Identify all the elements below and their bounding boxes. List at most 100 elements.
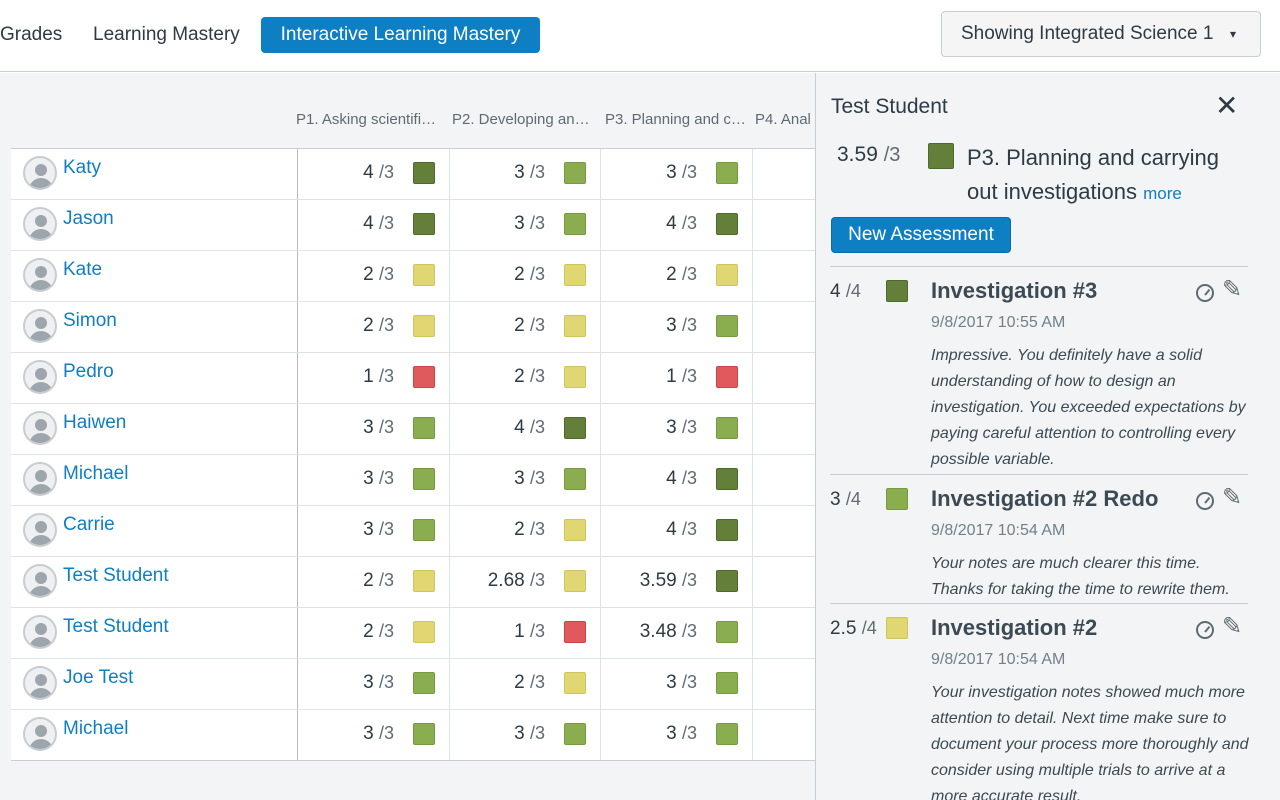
tab-grades[interactable]: Grades — [0, 24, 63, 45]
avatar[interactable] — [23, 258, 57, 292]
assessment-item: 4 /4 Investigation #3 ✎ 9/8/2017 10:55 AM Im… — [830, 266, 1248, 474]
score-cell[interactable]: 3 /3 — [449, 710, 601, 760]
course-select[interactable]: Showing Integrated Science 1 ▾ — [941, 11, 1261, 57]
score-value: 3 /3 — [666, 315, 697, 336]
score-cell[interactable]: 1 /3 — [601, 353, 753, 403]
score-cell[interactable]: 3 /3 — [298, 455, 450, 505]
score-cell[interactable]: 3 /3 — [449, 149, 601, 199]
assessment-date: 9/8/2017 10:54 AM — [931, 651, 1066, 668]
score-cell[interactable]: 3 /3 — [601, 659, 753, 709]
score-cell[interactable] — [753, 608, 815, 658]
score-cell[interactable] — [753, 302, 815, 352]
avatar[interactable] — [23, 207, 57, 241]
score-cell[interactable]: 2 /3 — [298, 608, 450, 658]
student-name-link[interactable]: Jason — [63, 208, 114, 229]
avatar[interactable] — [23, 309, 57, 343]
score-cell[interactable]: 2 /3 — [449, 251, 601, 301]
score-cell[interactable]: 2.68 /3 — [449, 557, 601, 607]
score-cell[interactable]: 2 /3 — [449, 506, 601, 556]
score-cell[interactable]: 3.48 /3 — [601, 608, 753, 658]
score-cell[interactable]: 2 /3 — [449, 659, 601, 709]
student-name-link[interactable]: Carrie — [63, 514, 115, 535]
score-cell[interactable] — [753, 506, 815, 556]
score-cell[interactable]: 3 /3 — [449, 200, 601, 250]
score-cell[interactable]: 4 /3 — [449, 404, 601, 454]
assessment-title: Investigation #3 — [931, 278, 1098, 303]
score-value: 3 /3 — [514, 468, 545, 489]
table-row: Haiwen 3 /3 4 /3 3 /3 — [11, 404, 815, 455]
score-cell[interactable]: 3 /3 — [601, 149, 753, 199]
column-header-p4[interactable]: P4. Anal — [755, 111, 811, 128]
avatar[interactable] — [23, 360, 57, 394]
score-cell[interactable]: 3.59 /3 — [601, 557, 753, 607]
new-assessment-button[interactable]: New Assessment — [831, 217, 1011, 253]
column-header-p1[interactable]: P1. Asking scientifi… — [296, 111, 437, 128]
avatar[interactable] — [23, 615, 57, 649]
avatar[interactable] — [23, 717, 57, 751]
student-name-link[interactable]: Haiwen — [63, 412, 127, 433]
score-cell[interactable]: 4 /3 — [601, 455, 753, 505]
score-cell[interactable]: 3 /3 — [298, 506, 450, 556]
table-row: Kate 2 /3 2 /3 2 /3 — [11, 251, 815, 302]
student-name-link[interactable]: Simon — [63, 310, 117, 331]
score-cell[interactable] — [753, 557, 815, 607]
tab-learning-mastery[interactable]: Learning Mastery — [93, 24, 240, 45]
score-value: 2 /3 — [363, 621, 394, 642]
column-header-p3[interactable]: P3. Planning and c… — [605, 111, 746, 128]
more-link[interactable]: more — [1143, 184, 1182, 203]
avatar[interactable] — [23, 513, 57, 547]
mastery-gradebook: P1. Asking scientifi… P2. Developing an…… — [0, 73, 815, 800]
avatar[interactable] — [23, 156, 57, 190]
score-cell[interactable]: 1 /3 — [298, 353, 450, 403]
student-name-link[interactable]: Michael — [63, 463, 129, 484]
score-cell[interactable]: 2 /3 — [449, 302, 601, 352]
avatar[interactable] — [23, 411, 57, 445]
mastery-indicator — [413, 417, 435, 439]
pencil-icon[interactable]: ✎ — [1222, 613, 1243, 640]
score-cell[interactable]: 4 /3 — [298, 200, 450, 250]
column-header-p2[interactable]: P2. Developing an… — [452, 111, 590, 128]
score-cell[interactable]: 3 /3 — [601, 302, 753, 352]
score-cell[interactable]: 2 /3 — [298, 557, 450, 607]
score-cell[interactable]: 4 /3 — [601, 506, 753, 556]
dial-icon[interactable] — [1196, 621, 1214, 639]
score-cell[interactable] — [753, 251, 815, 301]
score-cell[interactable]: 2 /3 — [298, 251, 450, 301]
student-name-link[interactable]: Joe Test — [63, 667, 134, 688]
student-name-link[interactable]: Test Student — [63, 565, 169, 586]
score-cell[interactable]: 2 /3 — [298, 302, 450, 352]
score-cell[interactable]: 1 /3 — [449, 608, 601, 658]
avatar[interactable] — [23, 564, 57, 598]
score-cell[interactable]: 3 /3 — [601, 710, 753, 760]
tab-interactive-learning-mastery[interactable]: Interactive Learning Mastery — [261, 17, 540, 53]
score-cell[interactable]: 2 /3 — [449, 353, 601, 403]
student-name-link[interactable]: Test Student — [63, 616, 169, 637]
score-cell[interactable] — [753, 353, 815, 403]
score-cell[interactable]: 3 /3 — [449, 455, 601, 505]
score-cell[interactable] — [753, 659, 815, 709]
avatar[interactable] — [23, 666, 57, 700]
score-cell[interactable] — [753, 200, 815, 250]
score-cell[interactable] — [753, 404, 815, 454]
score-cell[interactable]: 3 /3 — [298, 404, 450, 454]
score-cell[interactable]: 4 /3 — [298, 149, 450, 199]
avatar[interactable] — [23, 462, 57, 496]
score-cell[interactable]: 3 /3 — [298, 710, 450, 760]
score-cell[interactable]: 3 /3 — [601, 404, 753, 454]
student-name-link[interactable]: Michael — [63, 718, 129, 739]
assessment-mastery-indicator — [886, 488, 908, 510]
student-name-link[interactable]: Pedro — [63, 361, 114, 382]
close-icon[interactable]: ✕ — [1215, 90, 1239, 121]
dial-icon[interactable] — [1196, 492, 1214, 510]
pencil-icon[interactable]: ✎ — [1222, 276, 1243, 303]
dial-icon[interactable] — [1196, 284, 1214, 302]
score-cell[interactable]: 4 /3 — [601, 200, 753, 250]
student-name-link[interactable]: Katy — [63, 157, 102, 178]
score-cell[interactable]: 2 /3 — [601, 251, 753, 301]
score-cell[interactable] — [753, 710, 815, 760]
score-cell[interactable] — [753, 149, 815, 199]
student-name-link[interactable]: Kate — [63, 259, 103, 280]
score-cell[interactable] — [753, 455, 815, 505]
pencil-icon[interactable]: ✎ — [1222, 484, 1243, 511]
score-cell[interactable]: 3 /3 — [298, 659, 450, 709]
